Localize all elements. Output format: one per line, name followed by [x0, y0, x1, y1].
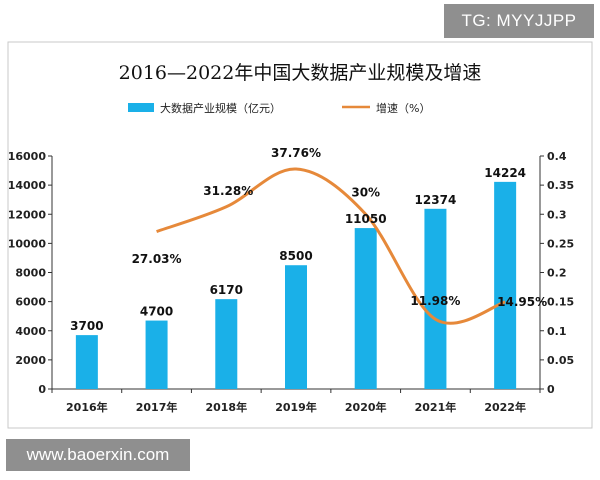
bar: [285, 265, 307, 389]
watermark-top-right: TG: MYYJJPP: [444, 4, 594, 38]
bar-value-label: 11050: [345, 212, 387, 226]
y-left-tick-label: 0: [38, 383, 46, 396]
bar-value-label: 14224: [484, 166, 526, 180]
y-left-tick-label: 4000: [15, 325, 46, 338]
legend-label-bars: 大数据产业规模（亿元）: [160, 101, 281, 115]
bars: [75, 181, 517, 389]
y-right-tick-label: 0.15: [547, 296, 574, 309]
legend-label-line: 增速（%）: [376, 101, 430, 115]
y-left-tick-label: 14000: [8, 179, 47, 192]
bar: [494, 181, 517, 389]
x-tick-label: 2021年: [415, 400, 457, 414]
bar-value-label: 8500: [279, 249, 312, 263]
y-left-tick-label: 12000: [8, 208, 47, 221]
y-right-tick-label: 0.25: [547, 237, 574, 250]
legend-swatch-bars: [128, 103, 154, 112]
growth-value-label: 31.28%: [203, 184, 253, 198]
y-left-tick-label: 16000: [8, 150, 47, 163]
x-tick-label: 2022年: [484, 400, 526, 414]
growth-value-label: 30%: [351, 185, 380, 199]
bar: [75, 335, 98, 389]
growth-value-label: 14.95%: [497, 295, 547, 309]
chart-title: 2016—2022年中国大数据产业规模及增速: [119, 62, 482, 84]
growth-value-label: 37.76%: [271, 146, 321, 160]
bar-value-label: 3700: [70, 319, 103, 333]
y-right-tick-label: 0.4: [547, 150, 567, 163]
x-tick-label: 2019年: [275, 400, 317, 414]
growth-value-label: 27.03%: [132, 252, 182, 266]
legend: 大数据产业规模（亿元） 增速（%）: [128, 101, 430, 115]
y-left-tick-label: 10000: [8, 237, 47, 250]
x-tick-label: 2018年: [205, 400, 247, 414]
bar-value-label: 6170: [210, 283, 243, 297]
y-right-tick-label: 0.2: [547, 267, 567, 280]
growth-value-label: 11.98%: [410, 294, 460, 308]
bar-value-label: 4700: [140, 305, 173, 319]
y-left-tick-label: 8000: [15, 267, 46, 280]
y-left-tick-label: 2000: [15, 354, 46, 367]
bar: [145, 320, 168, 389]
bar: [215, 299, 238, 389]
y-right-tick-label: 0.05: [547, 354, 574, 367]
y-right-tick-label: 0.3: [547, 208, 567, 221]
x-tick-label: 2020年: [345, 400, 387, 414]
bar: [424, 208, 447, 389]
y-left-tick-label: 6000: [15, 296, 46, 309]
growth-line-path: [156, 167, 506, 325]
bar: [354, 228, 377, 389]
y-right-tick-label: 0.1: [547, 325, 567, 338]
y-right-tick-label: 0.35: [547, 179, 574, 192]
y-right-tick-label: 0: [547, 383, 555, 396]
watermark-bottom-left: www.baoerxin.com: [6, 439, 190, 471]
x-tick-label: 2017年: [136, 400, 178, 414]
data-labels: 3700 4700 6170 8500 11050 12374 14224 27.03% 31.…: [70, 146, 547, 333]
x-tick-label: 2016年: [66, 400, 108, 414]
growth-line: [156, 167, 506, 325]
bar-value-label: 12374: [415, 193, 457, 207]
